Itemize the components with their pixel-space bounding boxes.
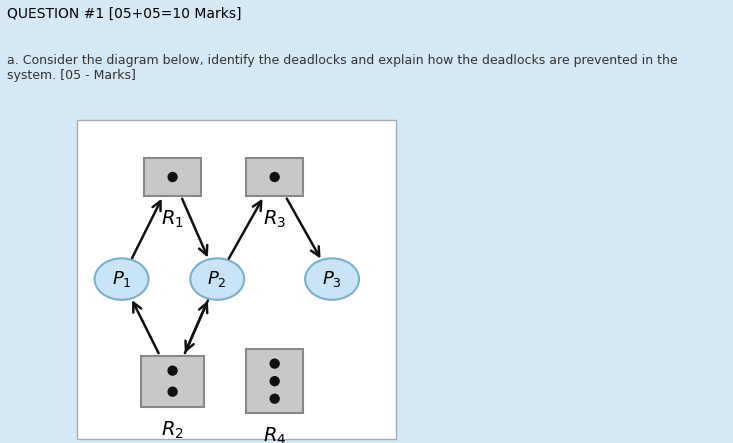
- Circle shape: [270, 173, 279, 182]
- Text: a. Consider the diagram below, identify the deadlocks and explain how the deadlo: a. Consider the diagram below, identify …: [7, 54, 678, 82]
- Text: $R_2$: $R_2$: [161, 420, 184, 441]
- Circle shape: [168, 173, 177, 182]
- Ellipse shape: [305, 258, 359, 300]
- Text: QUESTION #1 [05+05=10 Marks]: QUESTION #1 [05+05=10 Marks]: [7, 7, 242, 21]
- Text: $R_4$: $R_4$: [263, 426, 287, 443]
- Ellipse shape: [95, 258, 149, 300]
- Bar: [246, 158, 303, 196]
- Circle shape: [168, 387, 177, 396]
- Circle shape: [270, 359, 279, 368]
- Bar: [141, 356, 205, 407]
- Text: $P_2$: $P_2$: [207, 269, 227, 289]
- Circle shape: [168, 366, 177, 375]
- Bar: [246, 349, 303, 413]
- Circle shape: [270, 394, 279, 403]
- Text: $P_3$: $P_3$: [323, 269, 342, 289]
- Circle shape: [270, 377, 279, 385]
- Text: $R_3$: $R_3$: [263, 209, 286, 230]
- Text: $P_1$: $P_1$: [111, 269, 131, 289]
- Ellipse shape: [191, 258, 244, 300]
- Bar: [144, 158, 202, 196]
- FancyBboxPatch shape: [77, 120, 396, 439]
- Text: $R_1$: $R_1$: [161, 209, 184, 230]
